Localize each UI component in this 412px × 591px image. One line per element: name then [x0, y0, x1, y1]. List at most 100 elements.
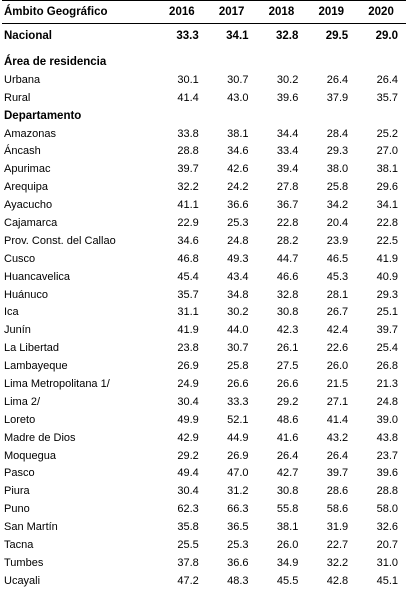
row-label: Nacional: [4, 30, 52, 42]
value-cell: 33.3: [227, 395, 249, 408]
value-cell: 30.2: [227, 306, 249, 319]
value-cell: 29.5: [325, 30, 349, 42]
value-cell: 22.8: [276, 216, 299, 229]
value-cell: 46.8: [177, 252, 199, 265]
value-cell: 42.6: [227, 163, 249, 176]
value-cell: 26.4: [376, 73, 398, 86]
value-cell: 33.4: [276, 145, 299, 158]
table-row: Loreto 49.9 52.1 48.6 41.4 39.0: [2, 411, 406, 429]
value-cell: 26.9: [177, 360, 199, 373]
value-cell: 28.8: [376, 485, 398, 498]
value-cell: 39.7: [177, 163, 199, 176]
value-cell: 42.4: [326, 324, 349, 337]
value-cell: 58.6: [326, 503, 349, 516]
value-cell: 66.3: [227, 503, 249, 516]
value-cell: 45.4: [177, 270, 199, 283]
value-cell: 34.6: [227, 145, 249, 158]
value-cell: 27.1: [326, 395, 349, 408]
value-cell: 23.7: [376, 449, 398, 462]
table-row: Arequipa 32.2 24.2 27.8 25.8 29.6: [2, 178, 406, 196]
table-row: Áncash 28.8 34.6 33.4 29.3 27.0: [2, 142, 406, 160]
value-cell: 31.1: [177, 306, 199, 319]
value-cell: 28.2: [276, 234, 299, 247]
header-geo: Ámbito Geográfico: [2, 0, 157, 24]
national-row: Nacional 33.3 34.1 32.8 29.5 29.0: [2, 24, 406, 49]
table-row: Lambayeque 26.9 25.8 27.5 26.0 26.8: [2, 357, 406, 375]
row-label: Lima 2/: [4, 395, 41, 408]
value-cell: 29.2: [177, 449, 199, 462]
value-cell: 22.6: [326, 342, 349, 355]
value-cell: 41.9: [376, 252, 398, 265]
value-cell: 36.6: [227, 199, 249, 212]
value-cell: 23.8: [177, 342, 199, 355]
value-cell: 44.0: [227, 324, 249, 337]
value-cell: 42.3: [276, 324, 299, 337]
value-cell: 29.3: [326, 145, 349, 158]
row-label: Madre de Dios: [4, 431, 76, 444]
value-cell: 40.9: [376, 270, 398, 283]
value-cell: 25.8: [227, 360, 249, 373]
row-label: Arequipa: [4, 181, 49, 194]
value-cell: 35.8: [177, 521, 199, 534]
value-cell: 32.8: [275, 30, 299, 42]
value-cell: 22.8: [376, 216, 398, 229]
value-cell: 41.9: [177, 324, 199, 337]
section-departments: Departamento: [2, 107, 406, 125]
value-cell: 26.1: [276, 342, 299, 355]
value-cell: 26.9: [227, 449, 249, 462]
data-table: Ámbito Geográfico 2016 2017 2018 2019 20…: [2, 0, 406, 590]
row-label: Piura: [4, 485, 30, 498]
value-cell: 38.0: [326, 163, 349, 176]
table-row: Moquegua 29.2 26.9 26.4 26.4 23.7: [2, 447, 406, 465]
header-year: 2016: [156, 0, 207, 24]
value-cell: 26.7: [326, 306, 349, 319]
value-cell: 49.4: [177, 467, 199, 480]
value-cell: 32.2: [177, 181, 199, 194]
section-residence: Área de residencia: [2, 53, 406, 71]
value-cell: 29.3: [376, 288, 398, 301]
value-cell: 26.6: [227, 377, 249, 390]
value-cell: 34.2: [326, 199, 349, 212]
value-cell: 37.9: [326, 91, 349, 104]
table-row: Lima 2/30.4 33.3 29.2 27.1 24.8: [2, 393, 406, 411]
value-cell: 34.4: [276, 127, 299, 140]
table-row: Rural 41.4 43.0 39.6 37.9 35.7: [2, 89, 406, 107]
value-cell: 41.6: [276, 431, 299, 444]
value-cell: 25.8: [326, 181, 349, 194]
value-cell: 49.9: [177, 413, 199, 426]
value-cell: 44.7: [276, 252, 299, 265]
value-cell: 43.2: [326, 431, 349, 444]
value-cell: 26.4: [276, 449, 299, 462]
table-row: Tacna 25.5 25.3 26.0 22.7 20.7: [2, 536, 406, 554]
value-cell: 26.0: [276, 538, 299, 551]
value-cell: 26.8: [376, 360, 398, 373]
value-cell: 30.1: [177, 73, 199, 86]
value-cell: 25.2: [376, 127, 398, 140]
value-cell: 20.4: [326, 216, 349, 229]
value-cell: 22.7: [326, 538, 349, 551]
value-cell: 26.6: [276, 377, 299, 390]
value-cell: 30.4: [177, 395, 199, 408]
row-label: Ayacucho: [4, 199, 53, 212]
value-cell: 29.2: [276, 395, 299, 408]
table-row: Lima Metropolitana 1/24.9 26.6 26.6 21.5 21.…: [2, 375, 406, 393]
row-label: Pasco: [4, 467, 35, 480]
value-cell: 38.1: [276, 521, 299, 534]
row-label: Tumbes: [4, 556, 44, 569]
table-row: Urbana 30.1 30.7 30.2 26.4 26.4: [2, 71, 406, 89]
value-cell: 28.8: [177, 145, 199, 158]
value-cell: 35.7: [177, 288, 199, 301]
value-cell: 44.9: [227, 431, 249, 444]
row-label: Puno: [4, 503, 30, 516]
value-cell: 45.3: [326, 270, 349, 283]
value-cell: 28.6: [326, 485, 349, 498]
value-cell: 27.8: [276, 181, 299, 194]
table-row: Ucayali 47.2 48.3 45.5 42.8 45.1: [2, 572, 406, 590]
table-row: Huancavelica 45.4 43.4 46.6 45.3 40.9: [2, 268, 406, 286]
header-year: 2017: [206, 0, 257, 24]
value-cell: 21.5: [326, 377, 349, 390]
value-cell: 36.7: [276, 199, 299, 212]
row-label: Lambayeque: [4, 360, 68, 373]
value-cell: 46.5: [326, 252, 349, 265]
